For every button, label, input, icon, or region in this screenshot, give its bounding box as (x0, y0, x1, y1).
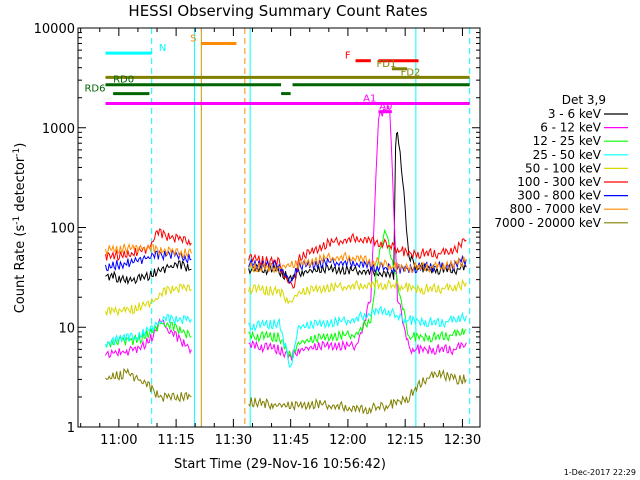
flag-label-9: RD6 (84, 84, 105, 95)
series-6-segment-0 (105, 249, 192, 272)
series-4-segment-1 (248, 278, 467, 305)
y-axis-label: Count Rate (s-1 detector-1) (12, 143, 28, 314)
flag-label-11: A0 (379, 102, 392, 113)
flag-label-4: FD1 (377, 59, 397, 70)
series-7-segment-1 (248, 251, 467, 274)
series-6-segment-1 (248, 254, 467, 284)
flag-label-2: F (345, 51, 351, 62)
x-tick-label-1: 11:15 (157, 433, 194, 448)
series-0-segment-0 (105, 260, 192, 286)
y-tick-label-0: 1 (67, 421, 75, 436)
flag-label-10: A1 (363, 94, 376, 105)
legend-label-0: 3 - 6 keV (548, 107, 602, 121)
y-tick-label-3: 1000 (42, 122, 75, 137)
legend-label-1: 6 - 12 keV (540, 121, 602, 135)
series-2-segment-0 (105, 320, 192, 348)
flag-label-1: S (190, 33, 196, 44)
chart-title: HESSI Observing Summary Count Rates (128, 2, 427, 20)
series-8-segment-0 (105, 367, 192, 403)
legend-label-2: 12 - 25 keV (533, 134, 602, 148)
legend-label-3: 25 - 50 keV (533, 148, 602, 162)
series-5-segment-1 (248, 232, 467, 289)
footer-date: 1-Dec-2017 22:29 (564, 468, 636, 477)
x-tick-label-6: 12:30 (444, 433, 481, 448)
x-tick-label-5: 12:15 (386, 433, 423, 448)
flag-label-0: N (159, 43, 166, 54)
x-tick-label-2: 11:30 (215, 433, 252, 448)
y-axis-label-sup-1: -1 (12, 216, 22, 225)
series-7-segment-0 (105, 243, 192, 260)
legend-label-7: 800 - 7000 keV (510, 202, 602, 216)
y-tick-label-4: 10000 (34, 22, 75, 37)
flag-label-6: RD0 (113, 75, 134, 86)
y-tick-label-2: 100 (50, 222, 75, 237)
y-tick-label-1: 10 (58, 321, 75, 336)
legend-title: Det 3,9 (562, 93, 606, 107)
y-axis-label-part-1: Count Rate (s (13, 225, 28, 314)
series-8-segment-1 (248, 368, 467, 415)
y-axis-label-part-2: detector (13, 156, 28, 216)
legend-label-4: 50 - 100 keV (525, 161, 602, 175)
legend-label-6: 300 - 800 keV (517, 189, 601, 203)
series-4-segment-0 (105, 283, 192, 317)
legend-label-8: 7000 - 20000 keV (494, 216, 601, 230)
y-axis: 1 10 100 1000 10000 (34, 22, 480, 436)
series-1-segment-1 (248, 105, 467, 361)
y-axis-label-part-3: ) (13, 143, 28, 148)
x-tick-label-4: 12:00 (329, 433, 366, 448)
series-1-segment-0 (105, 318, 192, 359)
x-axis: 11:00 11:15 11:30 11:45 12:00 12:15 12:30 (80, 28, 481, 448)
y-axis-label-sup-2: -1 (12, 148, 22, 157)
x-tick-label-3: 11:45 (272, 433, 309, 448)
flag-label-5: FD2 (401, 67, 421, 78)
series-3-segment-1 (248, 305, 467, 368)
legend-label-5: 100 - 300 keV (517, 175, 601, 189)
series-3-segment-0 (105, 314, 192, 349)
series-2-segment-1 (248, 228, 467, 359)
x-axis-label: Start Time (29-Nov-16 10:56:42) (174, 457, 386, 472)
x-tick-label-0: 11:00 (100, 433, 137, 448)
